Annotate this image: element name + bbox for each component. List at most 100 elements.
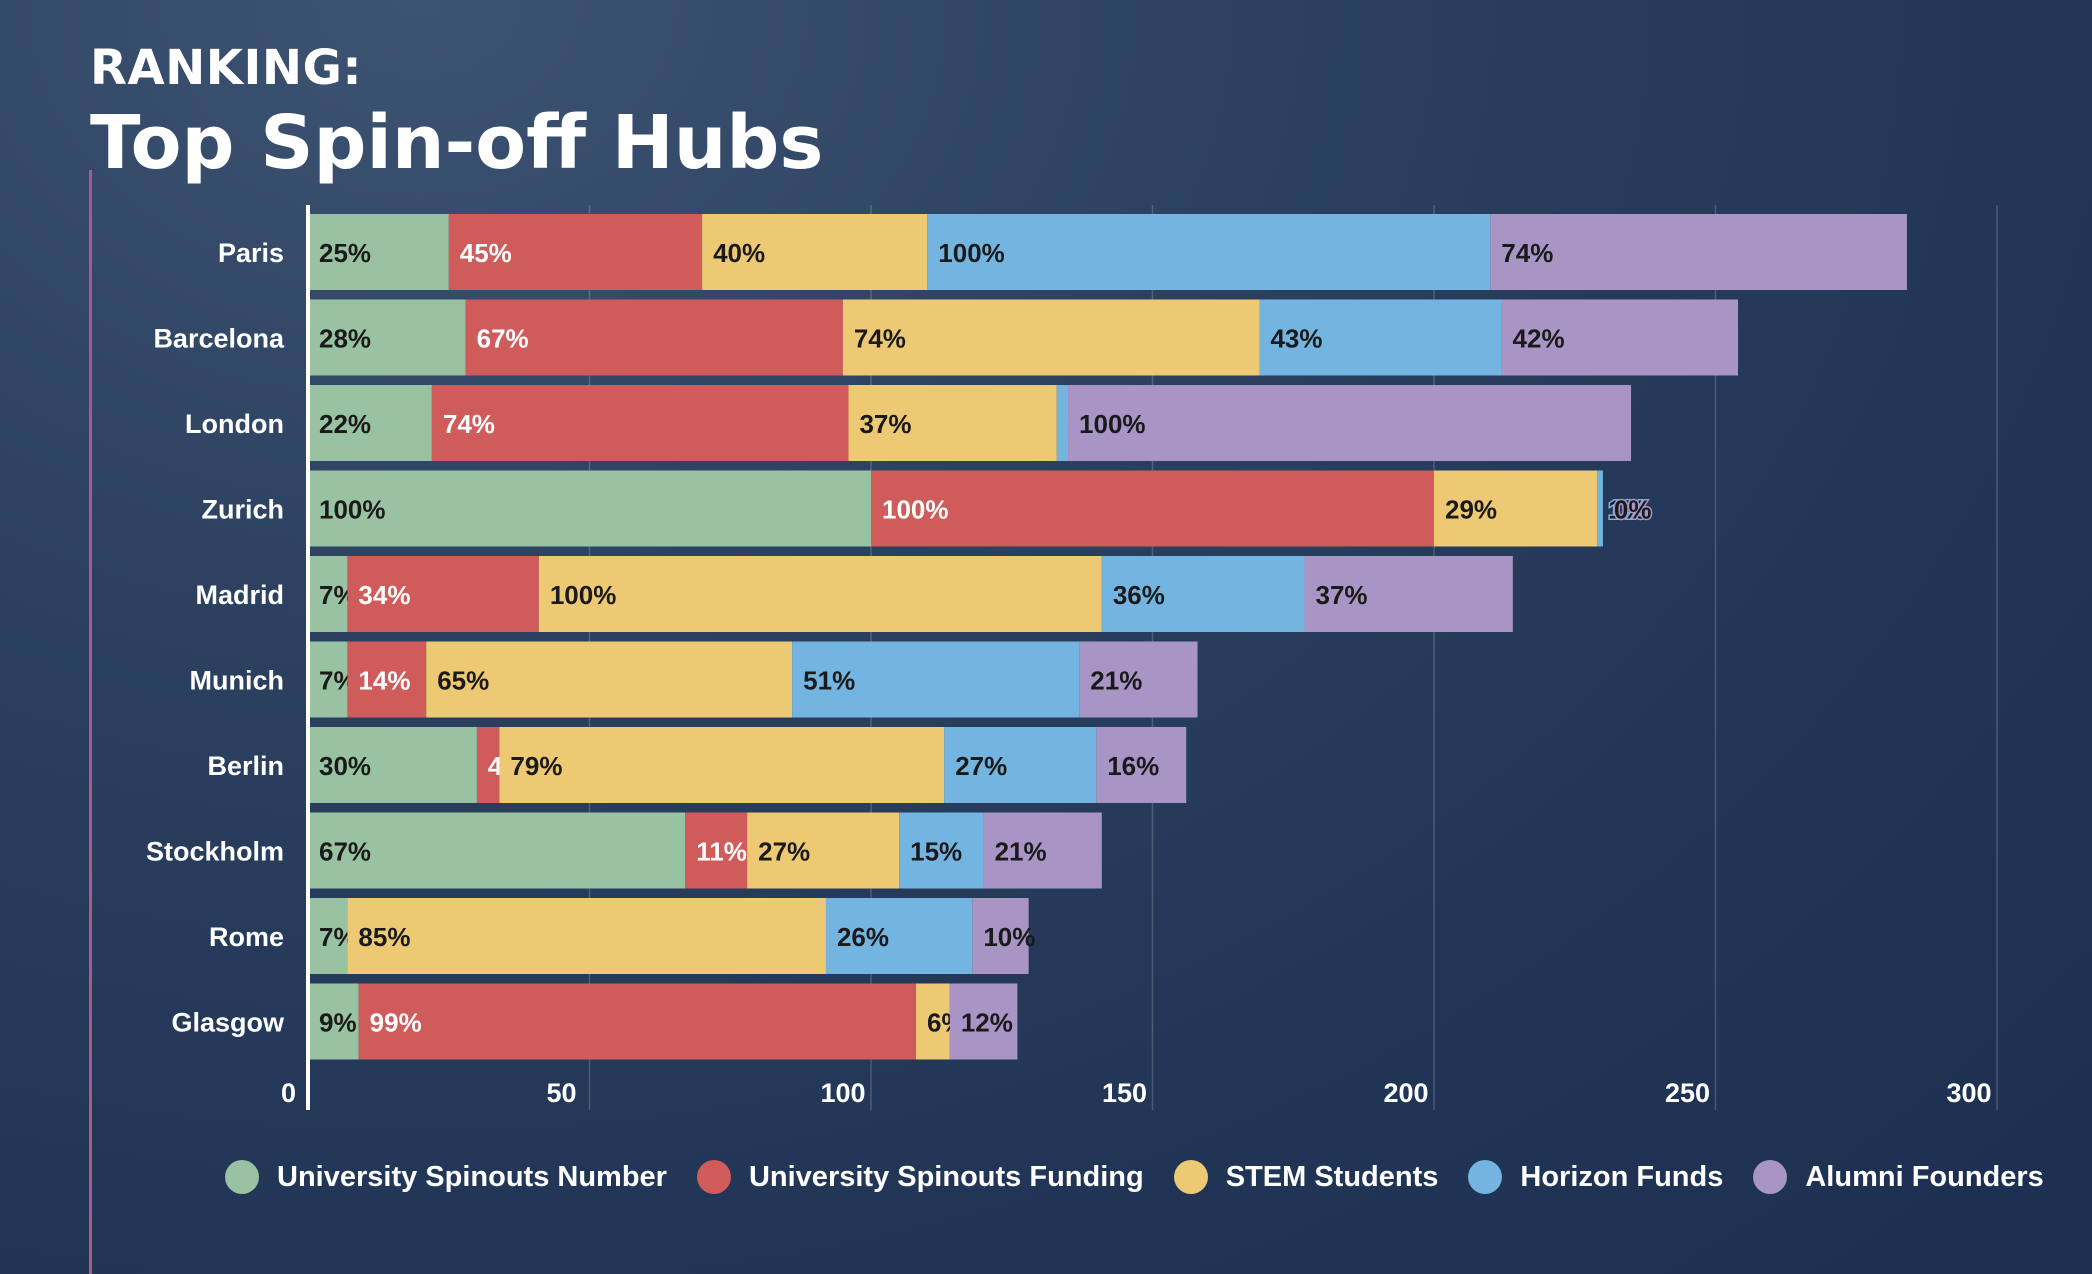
legend-item: Horizon Funds <box>1468 1160 1723 1194</box>
bar-segment <box>308 898 348 974</box>
bar-segment <box>448 214 703 290</box>
bar-segment <box>1259 299 1502 376</box>
legend-item: University Spinouts Funding <box>696 1160 1144 1194</box>
legend-swatch <box>1173 1160 1208 1194</box>
data-label: 22% <box>319 409 371 439</box>
x-tick-label: 50 <box>546 1078 576 1108</box>
data-label: 26% <box>837 922 889 952</box>
accent-line <box>89 170 92 1274</box>
chart-title: Top Spin-off Hubs <box>90 100 824 186</box>
chart-kicker: RANKING: <box>90 40 363 96</box>
bar-segment <box>1096 727 1187 803</box>
data-label: 40% <box>713 238 765 268</box>
data-label: 30% <box>319 751 371 781</box>
bar-segment <box>308 556 348 632</box>
data-label: 28% <box>319 324 371 354</box>
data-label: 27% <box>758 837 810 867</box>
bar-segment <box>848 385 1057 461</box>
legend-swatch <box>1468 1160 1503 1194</box>
category-label: Glasgow <box>171 1008 285 1038</box>
category-label: Paris <box>218 238 284 268</box>
bar-segment <box>308 299 466 376</box>
data-label: 85% <box>358 922 410 952</box>
bar-segment <box>308 470 871 547</box>
data-label: 16% <box>1107 751 1159 781</box>
category-label: Berlin <box>207 751 284 781</box>
bar-segment <box>1434 470 1598 547</box>
bar-segment <box>972 898 1029 974</box>
data-label: 15% <box>910 837 962 867</box>
data-label: 100% <box>938 238 1005 268</box>
bar-segment <box>476 727 500 803</box>
bar-segment <box>426 641 793 718</box>
legend-item: Alumni Founders <box>1753 1160 2044 1194</box>
chart-legend: University Spinouts Number University Spi… <box>225 1160 2044 1194</box>
legend-item: University Spinouts Number <box>225 1160 667 1194</box>
data-label: 37% <box>859 409 911 439</box>
data-label: 100% <box>882 495 949 525</box>
bar-segment <box>702 214 928 290</box>
data-label: 79% <box>510 751 562 781</box>
data-label: 100% <box>319 495 386 525</box>
bar-segment <box>308 641 348 718</box>
legend-swatch <box>1753 1160 1788 1194</box>
bar-segment <box>1501 299 1739 376</box>
bar-segment <box>1597 470 1603 547</box>
data-label: 25% <box>319 238 371 268</box>
category-label: Munich <box>190 666 285 696</box>
bar-segment <box>1101 556 1305 632</box>
legend-label: Alumni Founders <box>1805 1160 2044 1193</box>
data-label: 29% <box>1445 495 1497 525</box>
data-label: 74% <box>1501 238 1553 268</box>
category-label: Barcelona <box>153 324 285 354</box>
bar-segment <box>308 983 359 1060</box>
data-label: 1% <box>1608 495 1646 525</box>
bar-segment <box>499 727 945 803</box>
bar-segment <box>842 299 1260 376</box>
bar-segment <box>1056 385 1069 461</box>
data-label: 43% <box>1270 324 1322 354</box>
bar-segment <box>358 983 917 1060</box>
bar-segment <box>347 556 539 632</box>
bar-segment <box>927 214 1491 290</box>
data-label: 14% <box>358 666 410 696</box>
data-label: 11% <box>696 837 747 867</box>
legend-label: Horizon Funds <box>1520 1160 1724 1193</box>
data-label: 9% <box>319 1008 357 1038</box>
bar-segment <box>538 556 1102 632</box>
data-label: 67% <box>477 324 529 354</box>
bar-segment <box>431 385 849 461</box>
bar-segment <box>308 812 686 889</box>
bar-segment <box>825 898 973 974</box>
category-label: Stockholm <box>146 837 284 867</box>
data-label: 45% <box>460 238 512 268</box>
bar-segment <box>916 983 950 1060</box>
bar-segment <box>1490 214 1907 290</box>
legend-item: STEM Students <box>1173 1160 1438 1194</box>
x-tick-label: 100 <box>820 1078 865 1108</box>
data-label: 34% <box>358 580 410 610</box>
bar-segment <box>944 727 1097 803</box>
bar-segment <box>347 898 826 974</box>
bar-segment <box>949 983 1018 1060</box>
x-tick-label: 300 <box>1946 1078 1991 1108</box>
data-label: 67% <box>319 837 371 867</box>
bar-segment <box>685 812 748 889</box>
data-label: 99% <box>370 1008 422 1038</box>
legend-label: University Spinouts Funding <box>748 1160 1144 1193</box>
bar-segment <box>308 727 477 803</box>
bar-segment <box>465 299 843 376</box>
data-label: 21% <box>1090 666 1142 696</box>
bar-segment <box>871 470 1434 547</box>
category-label: Madrid <box>195 580 284 610</box>
data-label: 100% <box>1079 409 1146 439</box>
legend-swatch <box>696 1160 731 1194</box>
data-label: 100% <box>550 580 617 610</box>
data-label: 10% <box>983 922 1035 952</box>
bar-segment <box>1079 641 1198 718</box>
data-label: 74% <box>443 409 495 439</box>
category-label: Zurich <box>201 495 284 525</box>
bar-segment <box>899 812 984 889</box>
category-label: Rome <box>209 922 284 952</box>
